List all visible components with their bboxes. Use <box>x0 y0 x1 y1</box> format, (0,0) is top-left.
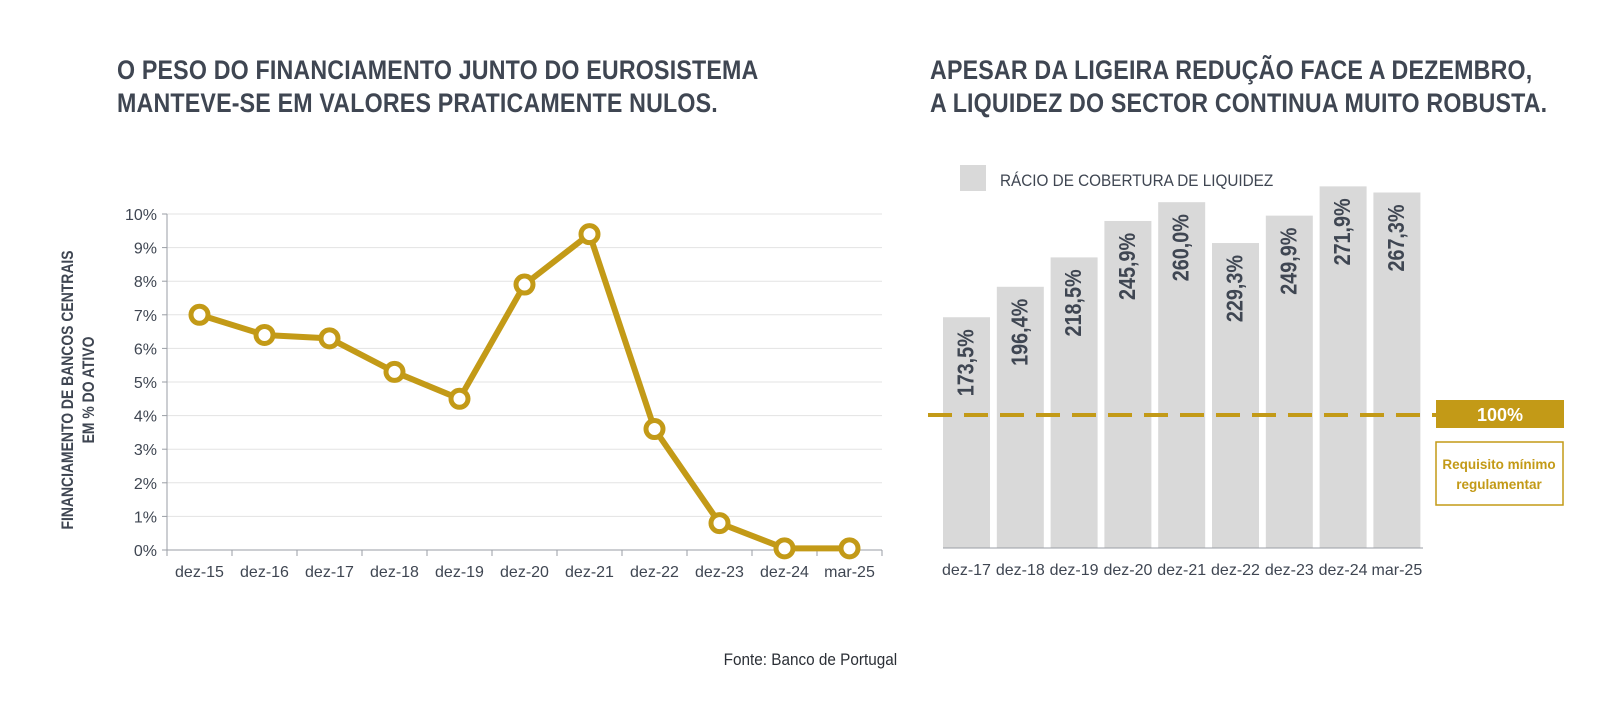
source-text: Fonte: Banco de Portugal <box>723 650 897 669</box>
line-chart-gridlines <box>167 213 882 517</box>
y-tick-label: 0% <box>134 543 157 560</box>
data-point <box>188 303 211 326</box>
left-chart-title: O PESO DO FINANCIAMENTO JUNTO DO EUROSIS… <box>117 54 758 120</box>
bar-data-label: 173,5% <box>953 329 979 396</box>
data-point <box>773 537 796 560</box>
y-tick-label: 6% <box>134 341 157 358</box>
bar <box>1158 202 1206 548</box>
y-tick-label: 5% <box>134 375 157 392</box>
line-chart-points <box>188 223 861 560</box>
x-tick-label: dez-21 <box>565 564 614 581</box>
bar-data-label: 245,9% <box>1115 233 1141 300</box>
bar <box>996 286 1044 548</box>
left-title-line-2: MANTEVE-SE EM VALORES PRATICAMENTE NULOS… <box>117 88 718 118</box>
y-tick-label: 4% <box>134 409 157 426</box>
bar-data-label: 267,3% <box>1384 204 1410 271</box>
x-tick-label: dez-20 <box>500 564 549 581</box>
x-tick-label: dez-18 <box>370 564 419 581</box>
reference-badge-label: 100% <box>1477 405 1523 425</box>
bar-x-tick-label: dez-22 <box>1211 562 1260 579</box>
bar <box>1265 215 1313 548</box>
legend-swatch <box>960 165 986 191</box>
data-point <box>838 537 861 560</box>
x-tick-label: dez-15 <box>175 564 224 581</box>
y-axis-label-line-2: EM % DO ATIVO <box>80 337 99 444</box>
x-tick-label: dez-19 <box>435 564 484 581</box>
left-title-line-1: O PESO DO FINANCIAMENTO JUNTO DO EUROSIS… <box>117 55 759 85</box>
x-tick-label: dez-17 <box>305 564 354 581</box>
data-point <box>578 223 601 246</box>
bar-x-tick-label: dez-17 <box>942 562 991 579</box>
y-tick-label: 3% <box>134 442 157 459</box>
bar <box>1104 220 1152 548</box>
bar <box>1373 192 1421 548</box>
y-tick-label: 10% <box>125 207 157 224</box>
data-point <box>708 512 731 535</box>
bar <box>1212 243 1259 548</box>
bar-x-tick-label: dez-21 <box>1157 562 1206 579</box>
bar-x-tick-label: dez-19 <box>1050 562 1099 579</box>
bar-data-label: 249,9% <box>1276 228 1302 295</box>
right-title-line-1: APESAR DA LIGEIRA REDUÇÃO FACE A DEZEMBR… <box>930 55 1533 85</box>
bar-x-tick-label: dez-18 <box>996 562 1045 579</box>
right-chart-title: APESAR DA LIGEIRA REDUÇÃO FACE A DEZEMBR… <box>930 54 1547 120</box>
line-chart-x-ticks: dez-15 dez-16 dez-17 dez-18 dez-19 dez-20 dez-… <box>166 550 883 581</box>
data-point <box>253 323 276 346</box>
bar-x-tick-label: dez-23 <box>1265 562 1314 579</box>
y-tick-label: 8% <box>134 274 157 291</box>
y-axis-label-line-1: FINANCIAMENTO DE BANCOS CENTRAIS <box>59 250 78 529</box>
bar-data-label: 229,3% <box>1222 255 1248 322</box>
bar-chart: RÁCIO DE COBERTURA DE LIQUIDEZ 173,5% dez… <box>928 165 1564 579</box>
source-note: Fonte: Banco de Portugal <box>0 650 1620 670</box>
requirement-note-line-2: regulamentar <box>1456 477 1542 492</box>
line-chart: 0%1%2%3%4%5%6%7%8%9%10% dez-15 dez-16 dez-… <box>59 207 883 581</box>
bar-data-label: 260,0% <box>1168 214 1194 281</box>
bar-x-tick-label: mar-25 <box>1372 562 1423 579</box>
data-point <box>643 418 666 441</box>
bar <box>1319 186 1367 549</box>
line-chart-y-ticks: 0% 1% 2% 3% 4% 5% 6% 7% 8% 9% 10% <box>125 207 167 560</box>
data-point <box>513 273 536 296</box>
x-tick-label: dez-16 <box>240 564 289 581</box>
bar-series: 173,5% dez-17 196,4% dez-18 218,5% dez-19 245,… <box>942 186 1422 579</box>
legend-label: RÁCIO DE COBERTURA DE LIQUIDEZ <box>1000 170 1273 190</box>
reference-badge <box>1436 400 1564 428</box>
x-tick-label: dez-23 <box>695 564 744 581</box>
requirement-note-line-1: Requisito mínimo <box>1442 457 1555 472</box>
y-tick-label: 9% <box>134 241 157 258</box>
x-tick-label: dez-22 <box>630 564 679 581</box>
x-tick-label: dez-24 <box>760 564 809 581</box>
x-tick-label: mar-25 <box>824 564 875 581</box>
bar-x-tick-label: dez-20 <box>1103 562 1152 579</box>
bar <box>1050 257 1098 548</box>
data-point <box>448 387 471 410</box>
right-title-line-2: A LIQUIDEZ DO SECTOR CONTINUA MUITO ROBU… <box>930 88 1548 118</box>
bar-data-label: 196,4% <box>1007 299 1033 366</box>
y-tick-label: 1% <box>134 509 157 526</box>
bar-data-label: 218,5% <box>1061 269 1087 336</box>
requirement-note-box <box>1435 441 1564 506</box>
y-tick-label: 7% <box>134 308 157 325</box>
bar-x-tick-label: dez-24 <box>1319 562 1368 579</box>
line-chart-y-axis-label: FINANCIAMENTO DE BANCOS CENTRAIS EM % DO… <box>59 250 99 529</box>
data-point <box>383 360 406 383</box>
bar <box>943 317 990 548</box>
bar-data-label: 271,9% <box>1330 198 1356 265</box>
y-tick-label: 2% <box>134 476 157 493</box>
data-point <box>318 327 341 350</box>
